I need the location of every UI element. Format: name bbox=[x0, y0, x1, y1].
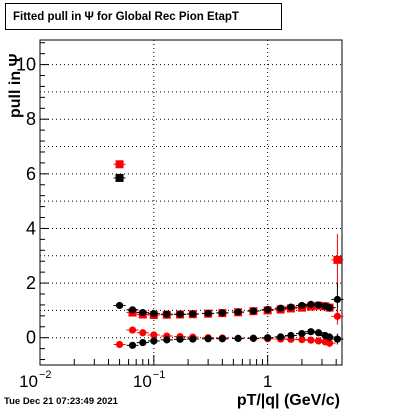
x-tick-labels: 10 −2 10 −1 1 bbox=[19, 369, 272, 391]
x-tick-exponent: −1 bbox=[153, 369, 166, 381]
data-point bbox=[234, 308, 242, 316]
data-point bbox=[204, 309, 212, 317]
axis-ticks bbox=[39, 42, 337, 365]
data-point bbox=[333, 295, 341, 304]
data-point bbox=[307, 336, 315, 344]
timestamp: Tue Dec 21 07:23:49 2021 bbox=[4, 396, 118, 407]
data-point bbox=[307, 300, 315, 308]
y-axis-title: pull in Ψ bbox=[7, 53, 24, 118]
data-point bbox=[325, 339, 334, 347]
data-point bbox=[264, 305, 272, 314]
data-point bbox=[176, 335, 184, 343]
data-point bbox=[249, 307, 258, 315]
data-point bbox=[333, 312, 341, 320]
data-point bbox=[333, 255, 342, 264]
y-tick-label: 8 bbox=[26, 109, 36, 129]
data-point bbox=[264, 334, 272, 342]
data-point bbox=[298, 301, 306, 310]
data-point bbox=[277, 304, 285, 312]
data-point bbox=[139, 339, 147, 347]
data-point bbox=[249, 334, 258, 342]
x-tick-label: 1 bbox=[263, 372, 272, 391]
data-point bbox=[115, 173, 124, 182]
y-tick-label: 0 bbox=[26, 328, 36, 348]
data-point bbox=[218, 309, 226, 317]
data-point bbox=[298, 329, 306, 338]
data-point bbox=[333, 335, 341, 343]
data-point bbox=[234, 334, 242, 343]
data-points bbox=[113, 160, 344, 349]
chart-title: Fitted pull in Ψ for Global Rec Pion Eta… bbox=[5, 3, 282, 30]
series-0 bbox=[113, 173, 126, 182]
data-point bbox=[176, 310, 184, 318]
x-axis-title: pT/|q| (GeV/c) bbox=[237, 392, 340, 409]
series-4 bbox=[126, 328, 344, 349]
data-point bbox=[189, 310, 197, 318]
data-point bbox=[163, 310, 171, 318]
series-1 bbox=[113, 160, 344, 320]
data-point bbox=[150, 331, 158, 339]
data-point bbox=[298, 336, 306, 344]
data-point bbox=[189, 335, 197, 343]
data-point bbox=[314, 337, 323, 345]
data-point bbox=[115, 301, 124, 310]
data-point bbox=[314, 329, 323, 337]
data-point bbox=[287, 331, 295, 340]
data-point bbox=[307, 328, 315, 336]
data-point bbox=[150, 310, 158, 318]
data-point bbox=[115, 160, 124, 169]
data-point bbox=[325, 333, 334, 341]
data-point bbox=[287, 303, 295, 311]
data-point bbox=[277, 333, 285, 341]
data-point bbox=[325, 304, 334, 312]
y-tick-label: 4 bbox=[26, 218, 36, 238]
data-point bbox=[128, 341, 137, 349]
y-tick-label: 10 bbox=[16, 55, 36, 75]
data-point bbox=[204, 335, 212, 343]
data-point bbox=[128, 326, 137, 334]
y-tick-labels: 0 2 4 6 8 10 bbox=[16, 55, 36, 348]
x-tick-label: 10 bbox=[19, 372, 38, 391]
data-point bbox=[139, 329, 147, 337]
series-2 bbox=[113, 283, 344, 318]
data-point bbox=[218, 335, 226, 343]
plot-frame bbox=[39, 39, 343, 366]
y-tick-label: 6 bbox=[26, 164, 36, 184]
data-point bbox=[128, 306, 137, 314]
data-point bbox=[314, 301, 323, 309]
data-point bbox=[115, 340, 124, 349]
y-tick-label: 2 bbox=[26, 273, 36, 293]
data-point bbox=[150, 337, 158, 345]
x-tick-exponent: −2 bbox=[39, 369, 52, 381]
data-point bbox=[163, 336, 171, 344]
data-point bbox=[139, 308, 147, 317]
x-tick-label: 10 bbox=[133, 372, 152, 391]
